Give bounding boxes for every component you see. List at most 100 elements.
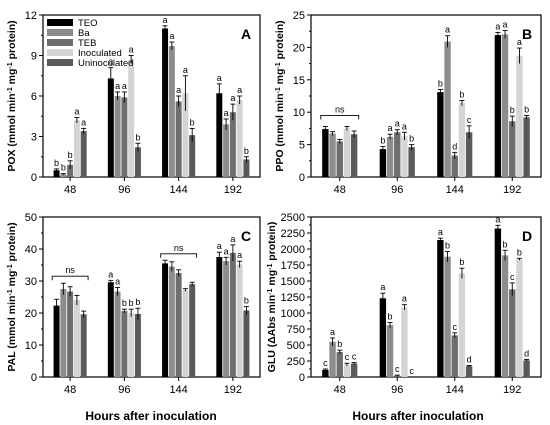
x-tick-label: 192 [503, 184, 521, 196]
bar-uninoculated [465, 366, 473, 377]
significance-letter: c [395, 364, 400, 374]
bar-teb [175, 101, 182, 177]
y-tick-label: 1750 [281, 260, 305, 272]
bar-teo [322, 369, 329, 377]
significance-letter: a [163, 15, 168, 25]
y-tick-label: 0 [31, 372, 37, 384]
ns-label: ns [335, 104, 345, 114]
legend-swatch [47, 29, 73, 36]
x-tick-label: 192 [224, 384, 242, 396]
legend-label: Inoculated [78, 48, 122, 59]
significance-letter: b [388, 312, 393, 322]
bar-teb [394, 132, 401, 177]
significance-letter: c [323, 358, 328, 368]
bar-teo [107, 78, 114, 177]
y-tick-label: 2250 [281, 228, 305, 240]
bar-uninoculated [243, 159, 250, 177]
bar-inoculated [128, 313, 135, 377]
significance-letter: a [402, 121, 407, 131]
significance-letter: b [244, 146, 249, 156]
bar-teo [107, 282, 114, 377]
bar-teo [53, 170, 60, 177]
bar-ba [168, 46, 175, 177]
bar-ba [114, 96, 121, 177]
y-axis-title: PPO (mmol min-1 mg-1 protein) [274, 20, 286, 171]
bar-teo [379, 298, 387, 377]
significance-letter: b [438, 79, 443, 89]
x-tick-label: 48 [334, 184, 346, 196]
bar-ba [386, 136, 394, 177]
significance-letter: b [517, 247, 522, 257]
bar-inoculated [458, 103, 466, 177]
bar-teo [162, 28, 169, 177]
y-tick-label: 0 [299, 372, 305, 384]
significance-letter: a [169, 31, 174, 41]
significance-letter: c [409, 366, 414, 376]
significance-letter: a [183, 65, 188, 75]
y-tick-label: 2000 [281, 244, 305, 256]
x-axis-titles: Hours after inoculation Hours after inoc… [85, 409, 483, 423]
y-tick-label: 50 [25, 212, 37, 224]
bar-inoculated [458, 273, 466, 377]
y-axis-title: GLU (ΔAbs min-1 mg-1 protein) [266, 222, 278, 373]
bar-ba [501, 255, 509, 377]
bar-teo [494, 228, 502, 377]
bar-uninoculated [408, 147, 415, 177]
y-tick-label: 750 [287, 324, 305, 336]
significance-letter: b [61, 163, 66, 173]
significance-letter: a [81, 117, 86, 127]
significance-letter: a [503, 20, 508, 30]
y-tick-label: 500 [287, 340, 305, 352]
bar-teb [67, 291, 74, 377]
significance-letter: b [68, 150, 73, 160]
x-tick-label: 96 [118, 384, 130, 396]
y-tick-label: 5 [299, 140, 305, 152]
y-tick-label: 0 [299, 172, 305, 184]
x-tick-label: 192 [224, 184, 242, 196]
bar-ba [386, 325, 394, 377]
bar-ba [60, 289, 67, 377]
significance-letter: a [217, 73, 222, 83]
significance-letter: a [115, 81, 120, 91]
y-tick-label: 20 [293, 42, 305, 54]
bar-ba [329, 133, 336, 177]
bar-ba [168, 266, 175, 377]
bar-teo [437, 240, 444, 377]
bar-teb [121, 97, 128, 177]
ns-bracket [160, 253, 198, 258]
significance-letter: b [129, 298, 134, 308]
bar-teb [336, 141, 343, 177]
y-tick-label: 12 [25, 10, 37, 22]
bar-teb [175, 273, 182, 377]
significance-letter: a [517, 37, 522, 47]
bar-uninoculated [80, 314, 87, 377]
significance-letter: a [129, 45, 134, 55]
x-tick-label: 96 [391, 384, 403, 396]
bar-teo [53, 305, 60, 377]
significance-letter: a [224, 246, 229, 256]
bar-teo [216, 93, 223, 177]
x-tick-label: 192 [503, 384, 521, 396]
significance-letter: a [237, 250, 242, 260]
bar-uninoculated [523, 360, 530, 377]
significance-letter: c [352, 352, 357, 362]
significance-letter: c [510, 272, 515, 282]
significance-letter: a [438, 227, 443, 237]
legend-swatch [47, 19, 73, 26]
bar-teb [336, 352, 343, 377]
bar-uninoculated [523, 117, 530, 177]
y-tick-label: 10 [293, 107, 305, 119]
significance-letter: a [237, 85, 242, 95]
significance-letter: b [135, 297, 140, 307]
panel-b: 0 5 10 15 20 25 PPO (mmol min-1 mg-1 protein) B… [274, 10, 542, 196]
significance-letter: c [467, 115, 472, 125]
x-axis-title-left: Hours after inoculation [85, 409, 216, 423]
significance-letter: a [230, 93, 235, 103]
significance-letter: a [495, 214, 500, 224]
bar-teo [322, 129, 329, 177]
significance-letter: a [74, 107, 79, 117]
bar-uninoculated [243, 310, 250, 377]
